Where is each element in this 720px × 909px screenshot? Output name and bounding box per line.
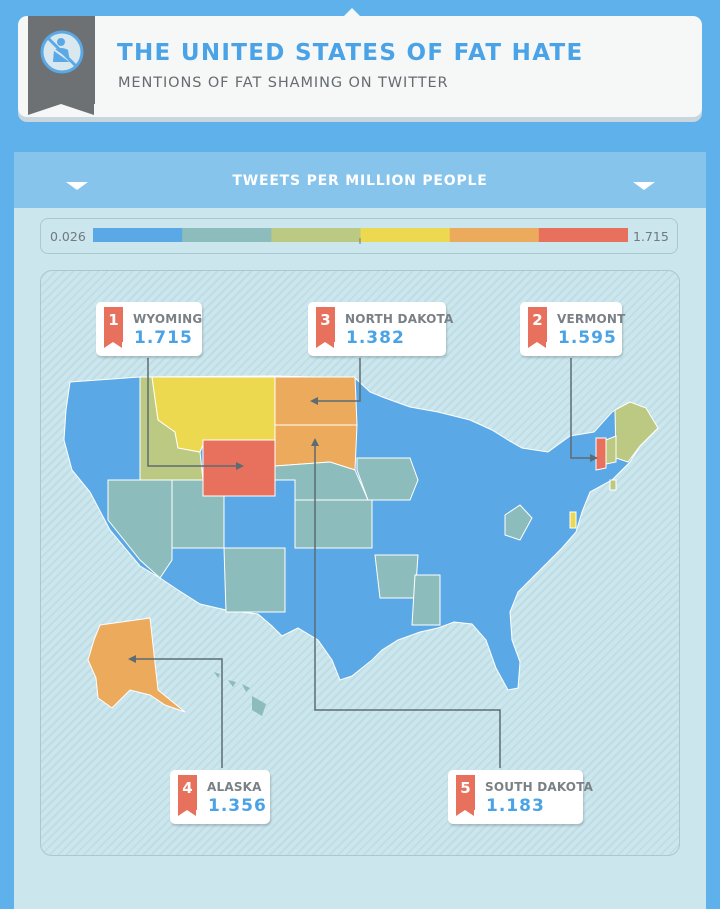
state-rhode-island [609,479,617,491]
header-card [18,16,702,117]
rank-badge-tail [104,342,122,348]
callout-wyoming: 1 WYOMING 1.715 [96,302,202,356]
rank-badge [316,307,335,342]
callout-value: 1.595 [558,328,617,348]
callout-vermont: 2 VERMONT 1.595 [520,302,625,356]
rank-number: 3 [320,311,331,329]
rank-badge-tail [528,342,546,348]
callout-state-name: SOUTH DAKOTA [485,780,594,794]
rank-badge [528,307,547,342]
callout-value: 1.382 [346,328,405,348]
legend-color-bar [93,228,628,244]
legend-min-label: 0.026 [50,229,86,244]
seatbelt-prohibited-icon [40,30,84,74]
legend-segment [182,228,272,242]
rank-number: 2 [532,311,543,329]
state-new-hampshire [605,435,617,465]
state-arkansas [374,554,419,599]
header-badge-tail [28,104,94,115]
legend-segment [360,228,451,242]
color-scale-legend [40,218,678,254]
state-maine [614,401,659,463]
state-mississippi [411,574,441,626]
state-alaska [87,617,186,713]
state-iowa [356,457,419,501]
callout-value: 1.715 [134,328,193,348]
state-new-mexico [223,547,286,613]
callout-state-name: WYOMING [133,312,203,326]
legend-max-label: 1.715 [633,229,669,244]
rank-badge [104,307,123,342]
legend-segment [538,228,628,242]
state-kansas [294,499,373,549]
callout-value: 1.183 [486,796,545,816]
rank-badge [456,775,475,810]
page-subtitle: MENTIONS OF FAT SHAMING ON TWITTER [118,75,449,91]
state-vermont [595,437,607,471]
callout-north-dakota: 3 NORTH DAKOTA 1.382 [308,302,453,356]
rank-number: 5 [460,779,471,797]
legend-segment [271,228,361,242]
right-chevron-down-icon[interactable] [633,182,655,190]
state-utah [171,479,225,549]
panel-header [14,152,706,208]
callout-state-name: NORTH DAKOTA [345,312,454,326]
legend-segment [93,228,183,242]
rank-badge-tail [316,342,334,348]
rank-badge [178,775,197,810]
callout-state-name: ALASKA [207,780,262,794]
callout-alaska: 4 ALASKA 1.356 [170,770,270,824]
callout-south-dakota: 5 SOUTH DAKOTA 1.183 [448,770,593,824]
callout-state-name: VERMONT [557,312,626,326]
legend-segment [449,228,540,242]
panel-title: TWEETS PER MILLION PEOPLE [232,173,488,189]
rank-badge-tail [456,810,474,816]
rank-badge-tail [178,810,196,816]
page-title: THE UNITED STATES OF FAT HATE [117,40,584,66]
state-hawaii [214,672,266,716]
rank-number: 1 [108,311,119,329]
rank-number: 4 [182,779,193,797]
left-chevron-down-icon[interactable] [66,182,88,190]
callout-value: 1.356 [208,796,267,816]
state-delaware [569,511,577,529]
state-west-virginia [504,504,533,541]
leader-lines [136,358,594,768]
leader-arrowheads [128,397,598,663]
header-notch [342,8,362,18]
